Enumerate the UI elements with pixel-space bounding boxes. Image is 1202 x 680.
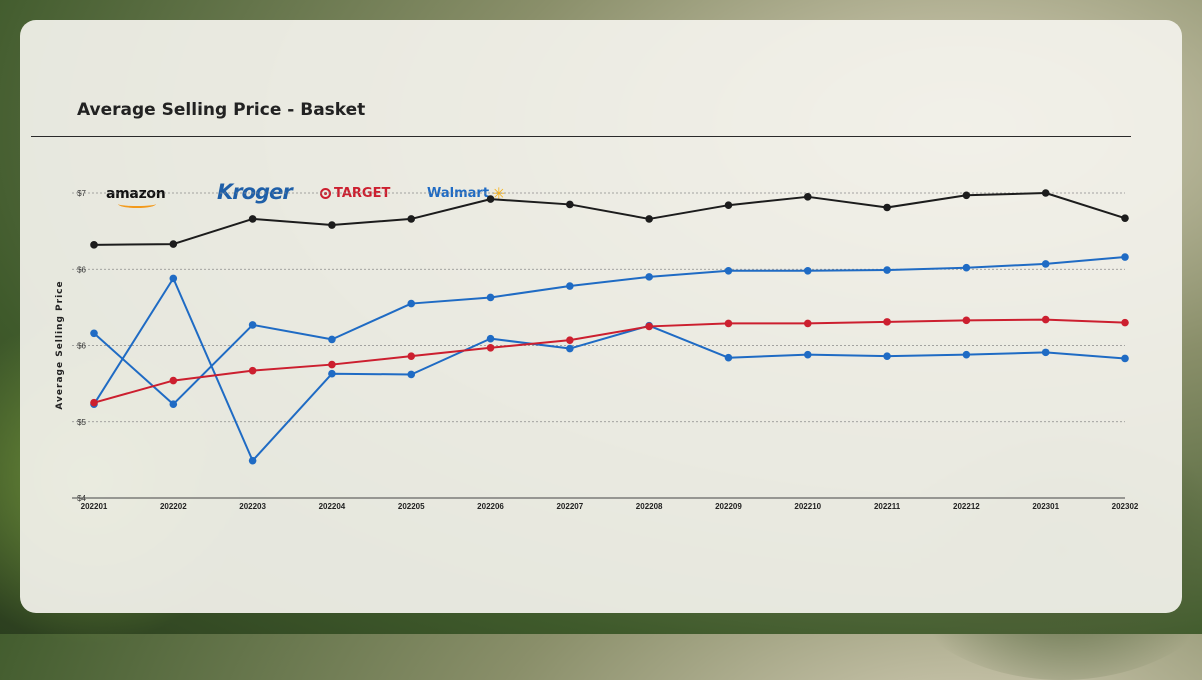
data-point <box>883 203 891 212</box>
data-point <box>486 334 495 343</box>
amazon-logo: amazon <box>106 186 166 202</box>
data-point <box>407 352 416 360</box>
x-tick-label: 202206 <box>477 502 504 511</box>
series-line-3 <box>93 318 1126 404</box>
data-point <box>645 215 653 223</box>
data-point <box>1041 315 1050 324</box>
x-tick-label: 202205 <box>398 502 425 511</box>
legend-amazon: amazon <box>106 186 166 208</box>
x-tick-label: 202203 <box>239 502 266 511</box>
data-point <box>645 273 653 281</box>
data-point <box>1121 354 1129 363</box>
chart-title: Average Selling Price - Basket <box>77 100 366 120</box>
data-point <box>962 316 971 325</box>
series-line-1 <box>93 256 1126 406</box>
data-point <box>248 321 257 329</box>
y-tick-label: $7 <box>77 189 86 198</box>
data-point <box>169 240 178 248</box>
data-point <box>407 215 416 223</box>
legend-kroger: Kroger <box>217 180 293 204</box>
data-point <box>1121 253 1129 261</box>
data-point <box>248 366 257 375</box>
data-point <box>803 193 812 201</box>
target-logo: TARGET <box>334 186 391 201</box>
data-point <box>724 319 733 328</box>
data-point <box>962 191 971 200</box>
data-point <box>90 329 98 338</box>
data-point <box>248 215 257 223</box>
x-tick-label: 202207 <box>556 502 583 511</box>
data-point <box>328 335 336 344</box>
x-tick-label: 202301 <box>1032 502 1059 511</box>
data-point <box>883 266 891 274</box>
data-point <box>1041 189 1050 197</box>
y-tick-label: $6 <box>77 342 86 351</box>
data-point <box>724 353 733 362</box>
data-point <box>486 293 495 302</box>
data-point <box>248 456 257 465</box>
data-point <box>566 282 574 290</box>
data-point <box>724 201 733 209</box>
data-point <box>328 221 336 229</box>
data-point <box>328 360 336 369</box>
title-divider <box>31 136 1131 137</box>
data-point <box>962 263 971 272</box>
data-point <box>328 369 336 378</box>
x-tick-label: 202202 <box>160 502 187 511</box>
data-point <box>407 370 416 379</box>
x-tick-label: 202211 <box>874 502 901 511</box>
data-point <box>962 350 971 359</box>
legend-walmart: Walmart ✳ <box>427 184 506 203</box>
data-point <box>803 266 812 275</box>
data-point <box>90 398 98 407</box>
data-point <box>486 343 495 352</box>
series-line-0 <box>93 192 1126 246</box>
amazon-smile-icon <box>118 200 156 208</box>
data-point <box>407 299 416 308</box>
kroger-logo: Kroger <box>217 180 293 204</box>
x-tick-label: 202212 <box>953 502 980 511</box>
data-point <box>1041 348 1050 357</box>
x-tick-label: 202210 <box>794 502 821 511</box>
y-tick-label: $6 <box>77 265 86 274</box>
data-point <box>1041 260 1050 268</box>
y-tick-label: $5 <box>77 418 86 427</box>
target-bullseye-icon <box>320 188 331 199</box>
data-point <box>169 376 178 385</box>
data-point <box>645 322 653 331</box>
legend-target: TARGET <box>320 186 390 201</box>
data-point <box>566 200 574 209</box>
x-tick-label: 202201 <box>81 502 108 511</box>
walmart-logo: Walmart <box>427 186 490 201</box>
data-point <box>883 318 891 326</box>
y-axis-label: Average Selling Price <box>55 280 65 409</box>
data-point <box>1121 214 1129 222</box>
x-tick-label: 202209 <box>715 502 742 511</box>
x-tick-label: 202302 <box>1112 502 1139 511</box>
x-tick-label: 202204 <box>319 502 346 511</box>
chart-card <box>20 20 1182 613</box>
data-point <box>1121 318 1129 327</box>
data-point <box>803 350 812 359</box>
series-line-2 <box>93 277 1126 462</box>
walmart-spark-icon: ✳ <box>492 184 506 203</box>
data-point <box>883 352 891 360</box>
data-point <box>169 400 178 409</box>
x-tick-label: 202208 <box>636 502 663 511</box>
data-point <box>803 319 812 328</box>
data-point <box>566 344 574 353</box>
data-point <box>566 336 574 344</box>
data-point <box>724 266 733 275</box>
data-point <box>486 195 495 203</box>
data-point <box>90 241 98 249</box>
data-point <box>169 274 178 283</box>
